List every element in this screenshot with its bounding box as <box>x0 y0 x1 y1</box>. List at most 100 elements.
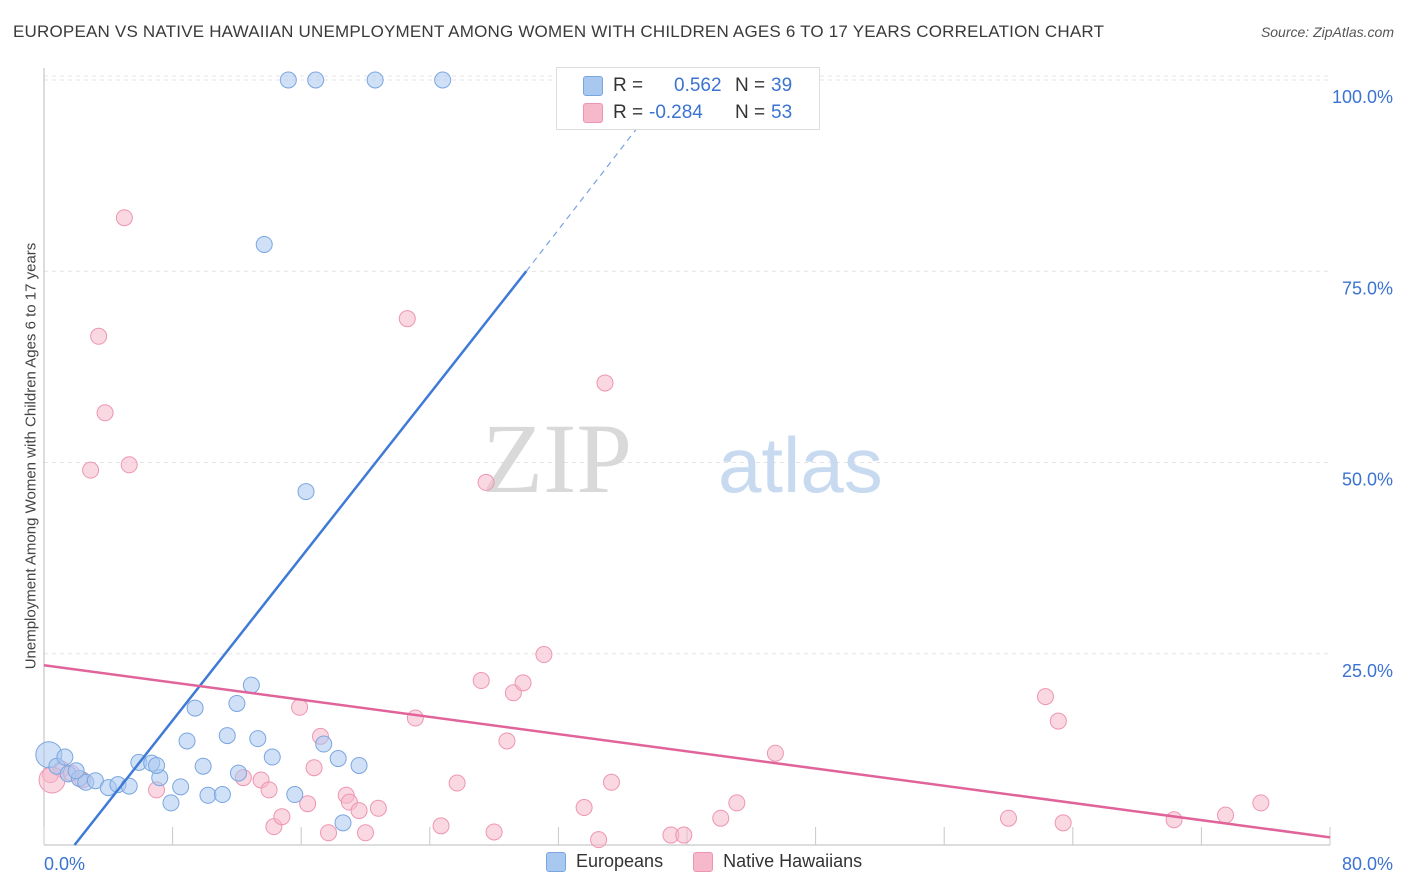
europeans-swatch <box>583 76 603 96</box>
gridlines <box>44 75 1330 655</box>
legend-label: Europeans <box>576 851 664 871</box>
european-point <box>249 730 267 748</box>
native-hawaiian-point <box>273 808 291 826</box>
european-point <box>56 748 74 766</box>
european-point <box>67 762 85 780</box>
european-point <box>434 71 452 89</box>
y-tick-label: 100.0% <box>1332 87 1393 107</box>
native-hawaiian-point <box>575 799 593 817</box>
r-value: -0.284 <box>649 102 703 123</box>
native-hawaiians-swatch <box>693 851 714 872</box>
native-hawaiian-point <box>602 773 620 791</box>
native-hawaiian-point <box>590 831 608 849</box>
native-hawaiian-point <box>596 374 614 392</box>
european-point <box>334 814 352 832</box>
native-hawaiian-point <box>357 824 374 842</box>
european-point <box>228 694 246 712</box>
european-point <box>120 777 138 795</box>
native-hawaiians-swatch <box>583 103 603 123</box>
european-point <box>186 699 204 717</box>
european-point <box>279 71 297 89</box>
x-tick-label: 0.0% <box>44 854 85 874</box>
native-hawaiian-point <box>350 802 368 820</box>
native-hawaiian-point <box>90 327 108 345</box>
native-hawaiian-point <box>728 794 746 812</box>
european-point <box>230 764 248 782</box>
n-label: N = <box>735 102 766 123</box>
european-point <box>263 748 281 766</box>
correlation-legend: R = 0.562 N = 39 R = -0.284 N = 53 <box>556 67 820 130</box>
native-hawaiian-point <box>320 824 338 842</box>
y-tick-label: 50.0% <box>1342 470 1393 490</box>
european-trend-line <box>73 270 528 846</box>
european-point <box>366 71 384 89</box>
native-hawaiian-point <box>369 799 387 817</box>
native-hawaiian-point <box>535 646 553 664</box>
native-hawaiian-point <box>82 461 100 479</box>
native-hawaiian-point <box>766 744 784 762</box>
r-value: 0.562 <box>674 75 722 96</box>
native-hawaiian-point <box>96 404 114 422</box>
series-legend: Europeans Native Hawaiians <box>546 851 892 872</box>
european-point <box>218 727 236 745</box>
y-tick-label: 75.0% <box>1342 278 1393 298</box>
native-hawaiian-point <box>477 473 495 491</box>
native-hawaiian-points <box>38 209 1270 849</box>
native-hawaiian-point <box>120 456 138 474</box>
native-hawaiian-point <box>1036 688 1054 706</box>
native-hawaiian-point <box>1252 794 1270 812</box>
n-value: 39 <box>771 75 793 96</box>
native-hawaiian-point <box>514 674 532 692</box>
european-point <box>297 483 315 501</box>
native-hawaiian-point <box>398 310 416 328</box>
watermark: ZIP atlas <box>482 403 883 514</box>
watermark-atlas: atlas <box>718 421 883 509</box>
european-point <box>178 732 196 750</box>
native-hawaiian-point <box>485 823 503 841</box>
legend-label: Native Hawaiians <box>723 851 863 871</box>
european-trend-extension <box>525 125 640 272</box>
european-point <box>307 71 325 89</box>
native-hawaiian-point <box>1000 809 1017 827</box>
native-hawaiian-point <box>675 826 693 844</box>
european-point <box>199 786 217 804</box>
watermark-zip: ZIP <box>482 403 632 514</box>
european-point <box>148 756 166 774</box>
native-hawaiian-point <box>1054 814 1072 832</box>
european-point <box>162 794 180 812</box>
tick-labels: 25.0% 50.0% 75.0% 100.0% 0.0% 80.0% <box>44 87 1393 874</box>
native-hawaiian-point <box>712 809 730 827</box>
native-hawaiian-point <box>1165 811 1183 829</box>
native-hawaiian-point <box>260 781 278 799</box>
european-point <box>172 778 190 796</box>
native-hawaiian-point <box>448 774 466 792</box>
native-hawaiian-trend-line <box>43 663 1331 839</box>
native-hawaiian-point <box>472 672 490 690</box>
native-hawaiian-point <box>305 759 323 777</box>
r-label: R = <box>613 102 644 123</box>
european-point <box>242 676 260 694</box>
n-label: N = <box>735 75 766 96</box>
european-point <box>213 786 231 804</box>
european-points <box>35 71 452 832</box>
axes <box>43 68 1331 846</box>
native-hawaiian-point <box>299 795 317 813</box>
native-hawaiian-point <box>1049 712 1067 730</box>
native-hawaiian-point <box>432 817 450 835</box>
native-hawaiian-point <box>498 732 516 750</box>
r-label: R = <box>613 75 644 96</box>
european-point <box>350 756 368 774</box>
native-hawaiian-point <box>115 209 133 227</box>
y-tick-label: 25.0% <box>1342 661 1393 681</box>
european-point <box>286 786 304 804</box>
chart-title: EUROPEAN VS NATIVE HAWAIIAN UNEMPLOYMENT… <box>13 22 1105 41</box>
x-tick-label: 80.0% <box>1342 854 1393 874</box>
european-point <box>329 750 347 768</box>
legend-item-europeans[interactable]: Europeans <box>546 851 663 872</box>
european-point <box>255 235 273 253</box>
europeans-swatch <box>546 851 566 872</box>
legend-item-native-hawaiians[interactable]: Native Hawaiians <box>693 851 862 872</box>
european-point <box>315 735 333 753</box>
trend-lines <box>43 125 1331 846</box>
